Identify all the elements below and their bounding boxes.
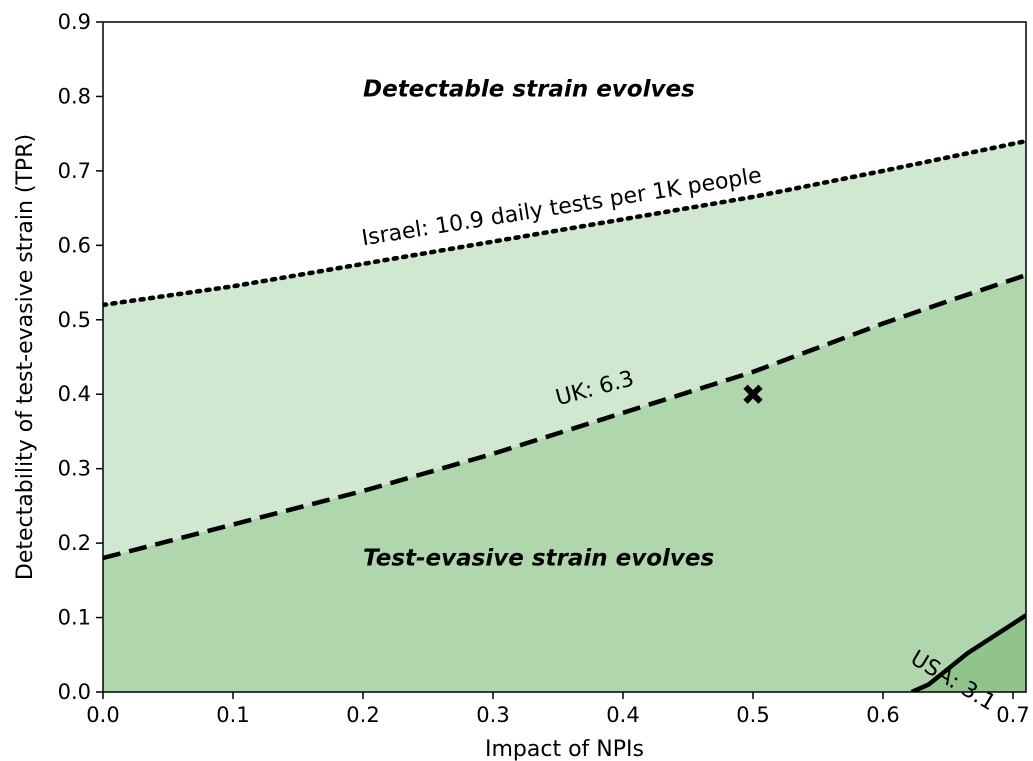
region-label-test-evasive: Test-evasive strain evolves — [363, 545, 714, 571]
plot-frame — [102, 21, 1027, 693]
y-tick-label: 0.1 — [58, 606, 91, 630]
x-tick-label: 0.2 — [346, 703, 379, 727]
x-tick-label: 0.1 — [216, 703, 249, 727]
y-tick-label: 0.2 — [58, 531, 91, 555]
x-axis-label: Impact of NPIs — [485, 737, 644, 761]
x-tick-label: 0.6 — [866, 703, 899, 727]
y-tick-label: 0.3 — [58, 457, 91, 481]
region-fill-israel-uk — [103, 141, 1026, 558]
y-tick-label: 0.5 — [58, 308, 91, 332]
x-tick-label: 0.5 — [736, 703, 769, 727]
y-axis-label: Detectability of test-evasive strain (TP… — [13, 134, 38, 580]
y-tick-label: 0.0 — [58, 680, 91, 704]
contour-line-uk — [103, 272, 1026, 561]
y-tick-label: 0.9 — [58, 10, 91, 34]
y-tick-label: 0.6 — [58, 233, 91, 257]
x-tick-label: 0.3 — [476, 703, 509, 727]
contour-line-israel — [103, 138, 1026, 308]
y-tick-label: 0.7 — [58, 159, 91, 183]
contour-line-usa — [910, 613, 1026, 692]
data-marker-x — [743, 384, 763, 404]
region-fill-below-uk — [103, 275, 1026, 692]
x-tick-label: 0.4 — [606, 703, 639, 727]
y-tick-label: 0.4 — [58, 382, 91, 406]
x-tick-label: 0.0 — [86, 703, 119, 727]
region-label-detectable: Detectable strain evolves — [363, 76, 695, 102]
y-tick-label: 0.8 — [58, 84, 91, 108]
x-tick-label: 0.7 — [996, 703, 1029, 727]
